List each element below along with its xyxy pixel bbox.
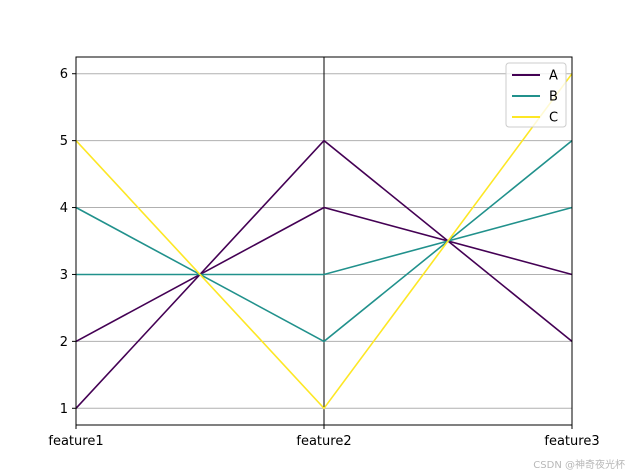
legend-label-B: B <box>549 90 558 105</box>
y-ticks: 1 2 3 4 5 6 <box>60 67 76 417</box>
series-line-A-1 <box>75 206 573 343</box>
legend: ABC <box>505 62 567 128</box>
y-tick-label-2: 2 <box>60 335 68 350</box>
legend-label-C: C <box>549 111 558 126</box>
y-tick-label-6: 6 <box>60 67 68 82</box>
series-lines <box>75 73 573 410</box>
series-line-C-4 <box>75 73 573 410</box>
y-tick-label-5: 5 <box>60 134 68 149</box>
y-tick-label-4: 4 <box>60 201 68 216</box>
x-tick-label-feature2: feature2 <box>296 434 351 449</box>
x-tick-labels: feature1 feature2 feature3 <box>48 425 600 449</box>
series-line-A-0 <box>75 139 573 409</box>
series-line-B-3 <box>75 139 573 343</box>
vertical-axes <box>75 57 573 425</box>
y-tick-label-1: 1 <box>60 402 68 417</box>
watermark: CSDN @神奇夜光杯 <box>533 460 625 471</box>
y-tick-label-3: 3 <box>60 268 68 283</box>
x-tick-label-feature3: feature3 <box>544 434 599 449</box>
x-tick-label-feature1: feature1 <box>48 434 103 449</box>
series-line-B-2 <box>76 206 573 276</box>
legend-label-A: A <box>549 69 558 84</box>
